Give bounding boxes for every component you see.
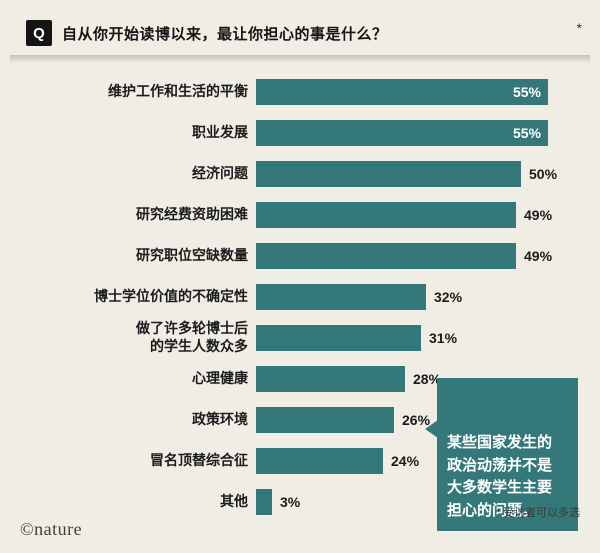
bar-area: 31%	[256, 324, 458, 351]
bar-row: 博士学位价值的不确定性 32%	[18, 276, 600, 317]
header-shadow	[10, 55, 590, 63]
category-label: 职业发展	[192, 123, 248, 140]
bar	[256, 488, 272, 515]
value-label: 50%	[529, 165, 558, 182]
bar-chart: 维护工作和生活的平衡 55% 职业发展 55% 经济问题 50% 研究经费资助困难 49% 研究…	[0, 71, 600, 522]
bar-area: 24%	[256, 447, 420, 474]
bar-area: 49%	[256, 242, 553, 269]
bar: 55%	[256, 78, 548, 105]
value-label: 49%	[524, 206, 553, 223]
value-label: 55%	[512, 124, 541, 141]
callout-arrow-icon	[425, 420, 438, 438]
bar: 55%	[256, 119, 548, 146]
bar-area: 32%	[256, 283, 463, 310]
value-label: 55%	[512, 83, 541, 100]
bar	[256, 324, 421, 351]
value-label: 28%	[413, 370, 442, 387]
annotation-callout: 某些国家发生的 政治动荡并不是 大多数学生主要 担心的问题。	[425, 378, 578, 531]
value-label: 32%	[434, 288, 463, 305]
bar-row: 做了许多轮博士后 的学生人数众多 31%	[18, 317, 600, 358]
bar-row: 经济问题 50%	[18, 153, 600, 194]
bar-row: 政策环境 26%	[18, 399, 600, 440]
bar-row: 研究职位空缺数量 49%	[18, 235, 600, 276]
nature-logo: ©nature	[20, 519, 83, 539]
value-label: 24%	[391, 452, 420, 469]
bar-row: 职业发展 55%	[18, 112, 600, 153]
header: Q 自从你开始读博以来，最让你担心的事是什么？ *	[0, 0, 600, 63]
category-label: 心理健康	[192, 369, 248, 386]
bar-row: 其他 3%	[18, 481, 600, 522]
category-label: 维护工作和生活的平衡	[108, 82, 248, 99]
category-label: 冒名顶替综合征	[150, 451, 248, 468]
bar-row: 研究经费资助困难 49%	[18, 194, 600, 235]
bar-area: 26%	[256, 406, 431, 433]
bar-area: 55%	[256, 78, 548, 105]
bar-area: 55%	[256, 119, 548, 146]
value-label: 26%	[402, 411, 431, 428]
bar	[256, 160, 521, 187]
bar-row: 冒名顶替综合征 24%	[18, 440, 600, 481]
bar	[256, 447, 383, 474]
bar	[256, 365, 405, 392]
value-label: 31%	[429, 329, 458, 346]
bar-row: 心理健康 28%	[18, 358, 600, 399]
bar-area: 50%	[256, 160, 558, 187]
bar-area: 28%	[256, 365, 442, 392]
question-badge-icon: Q	[26, 20, 52, 46]
bar	[256, 283, 426, 310]
bar-area: 49%	[256, 201, 553, 228]
bar	[256, 201, 516, 228]
footnote: * 受访者可以多选	[495, 507, 580, 519]
category-label: 政策环境	[192, 410, 248, 427]
question-title: 自从你开始读博以来，最让你担心的事是什么？	[62, 25, 388, 43]
category-label: 其他	[220, 492, 248, 509]
category-label: 博士学位价值的不确定性	[94, 287, 248, 304]
bar-area: 3%	[256, 488, 301, 515]
value-label: 3%	[280, 493, 301, 510]
bar-row: 维护工作和生活的平衡 55%	[18, 71, 600, 112]
footnote-asterisk: *	[576, 20, 582, 36]
bar	[256, 406, 394, 433]
value-label: 49%	[524, 247, 553, 264]
category-label: 研究职位空缺数量	[136, 246, 248, 263]
category-label: 做了许多轮博士后 的学生人数众多	[136, 320, 248, 354]
category-label: 研究经费资助困难	[136, 205, 248, 222]
annotation-text: 某些国家发生的 政治动荡并不是 大多数学生主要 担心的问题。	[447, 434, 553, 519]
bar	[256, 242, 516, 269]
category-label: 经济问题	[192, 164, 248, 181]
